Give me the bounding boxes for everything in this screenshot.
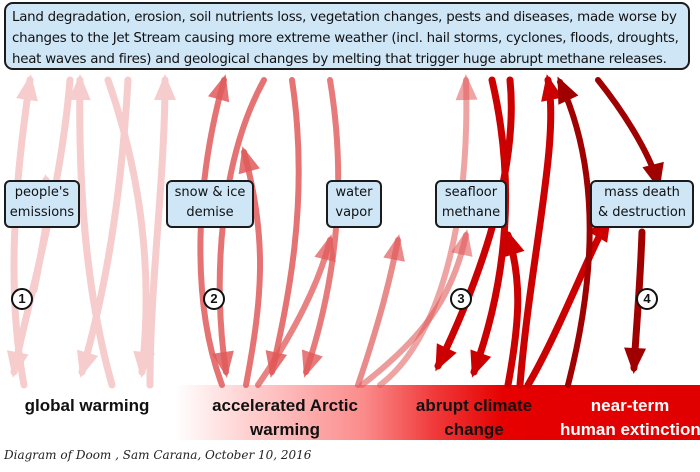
node-label-line: people's [14,185,70,200]
node-label-line: emissions [9,205,75,220]
node-label-line: vapor [335,205,373,220]
causal-arrow [557,79,593,388]
arrowhead [455,74,478,101]
effects-line-1: Land degradation, erosion, soil nutrient… [12,10,677,25]
node-peoples-emissions: people's emissions [4,180,80,228]
outcome-label-line: warming [250,420,320,439]
causal-arrow [146,76,169,389]
node-label-line: methane [441,205,501,220]
effects-line-2: changes to the Jet Stream causing more e… [12,31,679,46]
outcome-label-line: accelerated Arctic [212,396,358,415]
arrowhead [301,349,323,378]
outcome-label-line: abrupt climate [415,396,533,415]
outcome-label-line: global warming [24,396,150,415]
outcome-label-line: near-term [590,396,670,415]
outcome-gradient-band [0,385,700,440]
arrowhead [624,347,647,374]
stage-number-2: 2 [203,288,225,310]
arrowhead [435,343,457,372]
arrowhead [383,234,405,262]
node-label-line: demise [186,205,234,220]
causal-arrow [434,76,515,370]
arrowhead [208,74,230,103]
causal-arrow [104,76,150,376]
stage-number-4: 4 [636,288,658,310]
node-water-vapor: water vapor [326,180,382,228]
causal-arrow [470,76,510,376]
causal-arrow [377,77,470,388]
outcome-near-term-human-extinction: near-term human extinction [560,394,700,442]
stage-number-3: 3 [450,288,472,310]
node-label-line: mass death [604,185,680,200]
arrowhead [541,74,563,102]
outcome-global-warming: global warming [12,394,162,418]
node-label-line: & destruction [597,205,687,220]
node-snow-ice-demise: snow & ice demise [166,180,254,228]
arrowhead [133,350,156,378]
outcome-abrupt-climate-change: abrupt climate change [404,394,544,442]
node-label-line: seafloor [444,185,498,200]
arrowhead [503,229,525,258]
arrowhead [451,229,473,257]
outcome-label-line: human extinction [560,420,700,439]
causal-arrow [269,77,302,375]
stage-number-1: 1 [11,288,33,310]
arrowhead [238,146,260,175]
effects-line-3: heat waves and fires) and geological cha… [12,52,667,67]
arrowhead [212,350,234,378]
arrowhead [16,74,38,102]
arrowhead [470,349,492,378]
node-seafloor-methane: seafloor methane [435,180,507,228]
causal-arrow [303,77,342,375]
node-label-line: snow & ice [174,185,246,200]
causal-arrow [76,76,116,389]
node-mass-death-destruction: mass death & destruction [590,180,694,228]
arrowhead [557,76,579,105]
outcome-label-line: change [444,420,504,439]
arrowhead [154,74,176,100]
causal-arrow [516,76,555,389]
outcome-accelerated-arctic-warming: accelerated Arctic warming [196,394,374,442]
arrowhead [77,349,99,378]
arrowhead [68,74,91,101]
causal-arrow [197,77,227,388]
node-label-line: water [335,185,373,200]
effects-box: Land degradation, erosion, soil nutrient… [4,2,690,70]
causal-arrow [504,231,522,389]
arrowhead [7,350,29,378]
diagram-caption: Diagram of Doom , Sam Carana, October 10… [4,448,312,462]
